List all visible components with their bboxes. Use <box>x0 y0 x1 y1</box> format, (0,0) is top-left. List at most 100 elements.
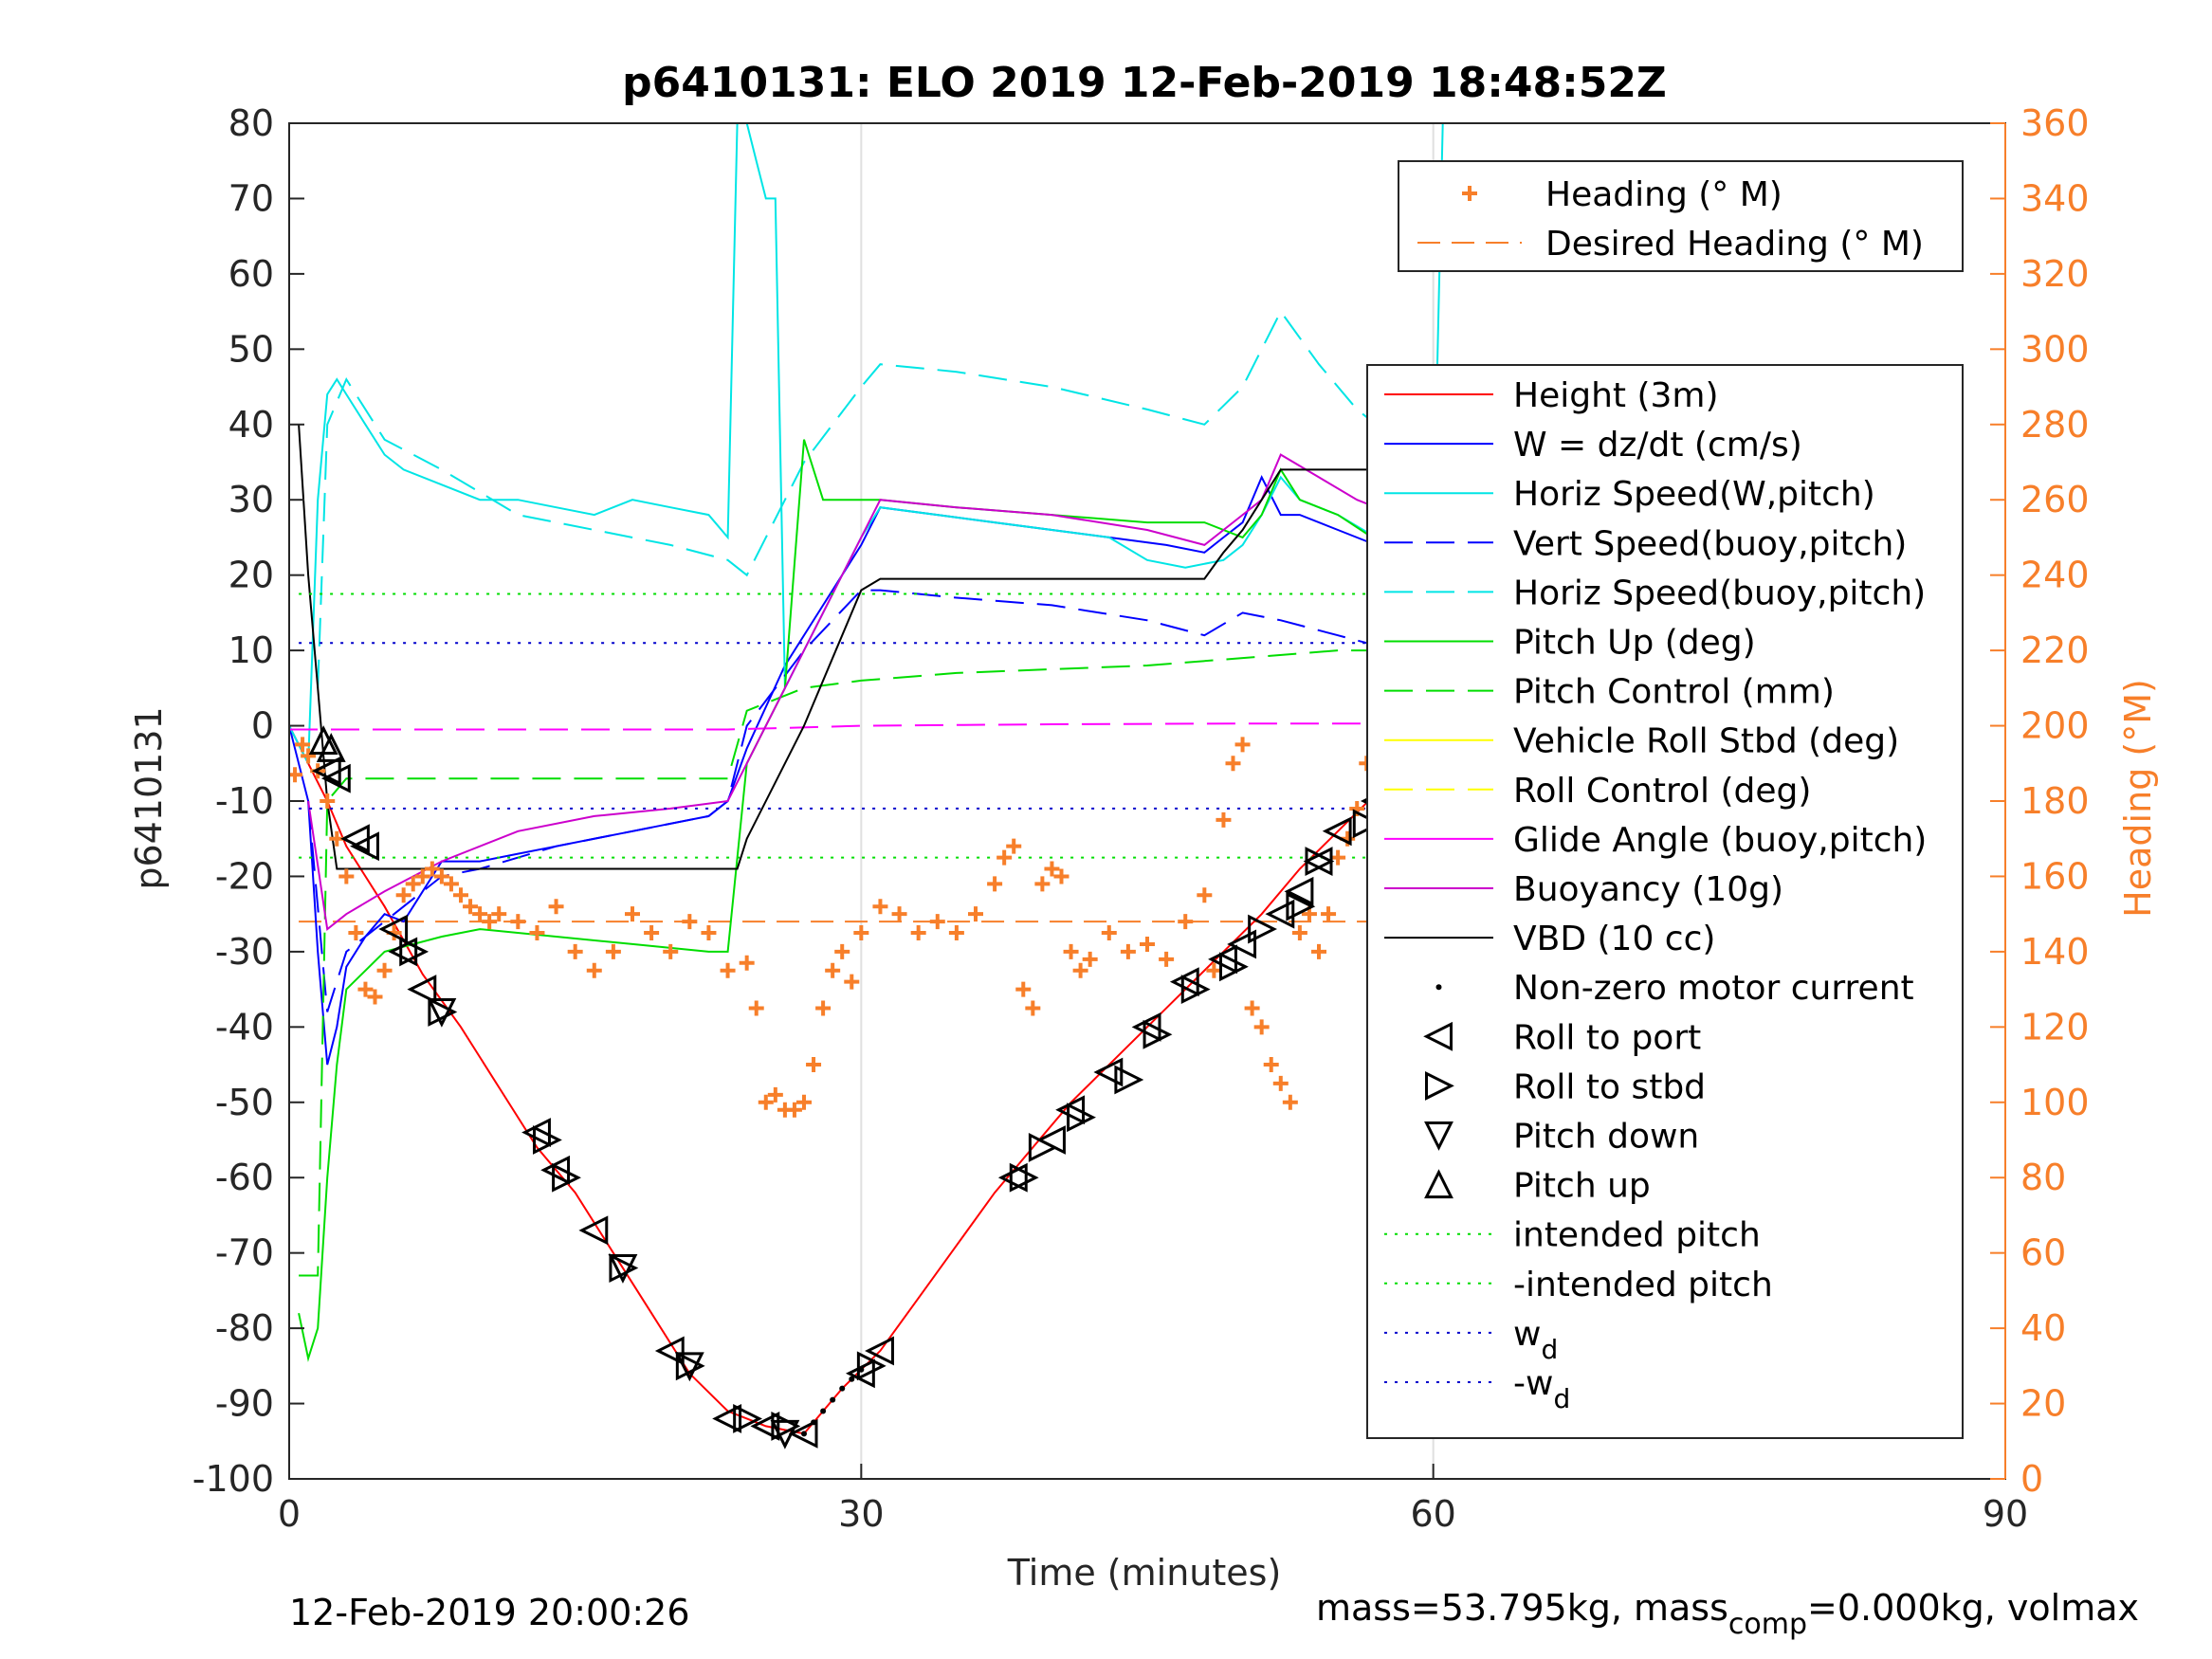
legend-main-label: Buoyancy (10g) <box>1513 870 1783 909</box>
heading-point <box>872 899 888 915</box>
x-tick-label: 60 <box>1410 1493 1455 1535</box>
heading-point <box>834 943 850 959</box>
y-tick-label: -10 <box>215 780 274 822</box>
y-right-tick-label: 160 <box>2020 855 2090 897</box>
heading-point <box>1015 981 1032 997</box>
footer-timestamp: 12-Feb-2019 20:00:26 <box>289 1592 690 1633</box>
heading-point <box>701 925 717 941</box>
series-line-4 <box>317 309 1435 688</box>
legend-main-label: Pitch down <box>1513 1118 1699 1157</box>
roll-stbd-marker <box>552 1162 581 1193</box>
heading-point <box>748 1000 764 1016</box>
x-axis-label: Time (minutes) <box>1007 1552 1282 1594</box>
heading-point <box>815 1000 832 1016</box>
x-tick-label: 30 <box>838 1493 884 1535</box>
footer-mass-b: =0.000kg, volmax <box>1807 1587 2139 1629</box>
y-right-tick-label: 260 <box>2020 479 2090 520</box>
x-tick-label: 90 <box>1983 1493 2028 1535</box>
heading-point <box>720 962 736 978</box>
series-line-2 <box>289 123 1453 764</box>
chart-title: p6410131: ELO 2019 12-Feb-2019 18:48:52Z <box>622 59 1667 107</box>
y-right-tick-label: 120 <box>2020 1006 2090 1048</box>
heading-point <box>414 868 430 884</box>
heading-point <box>548 899 564 915</box>
heading-point <box>739 955 755 971</box>
roll-port-marker <box>1227 929 1257 959</box>
legend-main-label: VBD (10 cc) <box>1513 920 1715 958</box>
legend-main-label: -wd <box>1513 1364 1570 1414</box>
roll-port-marker <box>1131 1012 1161 1042</box>
heading-point <box>443 876 459 892</box>
heading-point <box>529 925 545 941</box>
y-right-tick-label: 40 <box>2020 1307 2066 1349</box>
heading-point <box>295 737 311 753</box>
y-right-tick-label: 60 <box>2020 1232 2066 1274</box>
heading-point <box>910 925 926 941</box>
roll-port-marker <box>320 763 351 793</box>
legend-heading-label: Desired Heading (° M) <box>1545 225 1924 264</box>
footer-mass: mass=53.795kg, masscomp=0.000kg, volmax <box>1316 1587 2139 1641</box>
legend-main-symbol <box>1435 984 1442 991</box>
footer-mass-sub: comp <box>1728 1608 1807 1641</box>
pitch-down-marker <box>427 997 457 1028</box>
roll-stbd-marker <box>609 1253 639 1283</box>
legend-heading-symbol <box>1462 186 1477 201</box>
heading-point <box>987 876 1003 892</box>
roll-stbd-marker <box>1009 1162 1039 1193</box>
motor-current-dot <box>858 1366 865 1373</box>
heading-point <box>472 906 488 922</box>
heading-point <box>395 887 411 903</box>
motor-current-dot <box>839 1385 846 1392</box>
legend-main-symbol <box>1424 1121 1453 1151</box>
pitch-up-marker <box>316 733 346 762</box>
roll-port-marker <box>997 1162 1028 1193</box>
legend-main-label: -intended pitch <box>1513 1266 1773 1304</box>
heading-point <box>996 849 1013 866</box>
heading-point <box>1178 914 1194 930</box>
roll-stbd-marker <box>1114 1065 1144 1095</box>
heading-point <box>767 1086 783 1103</box>
roll-stbd-marker <box>733 1404 763 1433</box>
legend-main-label: Pitch Up (deg) <box>1513 624 1756 663</box>
roll-port-marker <box>1208 944 1237 975</box>
heading-point <box>376 962 393 978</box>
series-layer <box>289 123 1453 1435</box>
roll-port-marker <box>378 914 409 944</box>
heading-point <box>806 1057 822 1073</box>
roll-stbd-marker <box>1286 891 1316 921</box>
y-tick-label: -100 <box>192 1458 274 1500</box>
roll-stbd-marker <box>1028 1133 1058 1162</box>
motor-current-dot <box>830 1396 836 1403</box>
ticks-layer: 0 30 60 9080706050403020100-10-20-30-40-50-… <box>192 102 2090 1535</box>
heading-point <box>1063 943 1079 959</box>
y-tick-label: 80 <box>229 102 274 144</box>
heading-point <box>1034 876 1051 892</box>
heading-point <box>1244 1000 1260 1016</box>
legend-main-label: Glide Angle (buoy,pitch) <box>1513 821 1927 860</box>
heading-point <box>1159 951 1175 967</box>
legend-main-label: Roll Control (deg) <box>1513 772 1811 811</box>
heading-point <box>482 914 498 930</box>
legend-main-label: W = dz/dt (cm/s) <box>1513 426 1802 465</box>
roll-port-marker <box>750 1411 780 1441</box>
legend-main-symbol <box>1425 1070 1454 1101</box>
motor-current-dot <box>801 1431 807 1437</box>
heading-point <box>968 906 983 922</box>
series-line-3 <box>307 589 1444 1012</box>
y-right-tick-label: 180 <box>2020 780 2090 822</box>
y-axis-right-label: Heading (°M) <box>2117 679 2159 918</box>
heading-point <box>1263 1057 1279 1073</box>
roll-port-marker <box>1284 876 1314 906</box>
legend-main-label-sub: d <box>1553 1383 1570 1414</box>
roll-port-marker <box>578 1215 609 1246</box>
series-line-7 <box>289 722 1434 731</box>
roll-stbd-marker <box>1248 914 1278 944</box>
series-line-6 <box>299 649 1434 1277</box>
heading-point <box>786 1102 802 1118</box>
heading-point <box>1216 811 1232 828</box>
heading-point <box>586 962 602 978</box>
roll-stbd-marker <box>675 1351 705 1381</box>
legend-main-label: Vert Speed(buoy,pitch) <box>1513 524 1907 563</box>
y-tick-label: 50 <box>229 328 274 370</box>
heading-point <box>948 925 964 941</box>
